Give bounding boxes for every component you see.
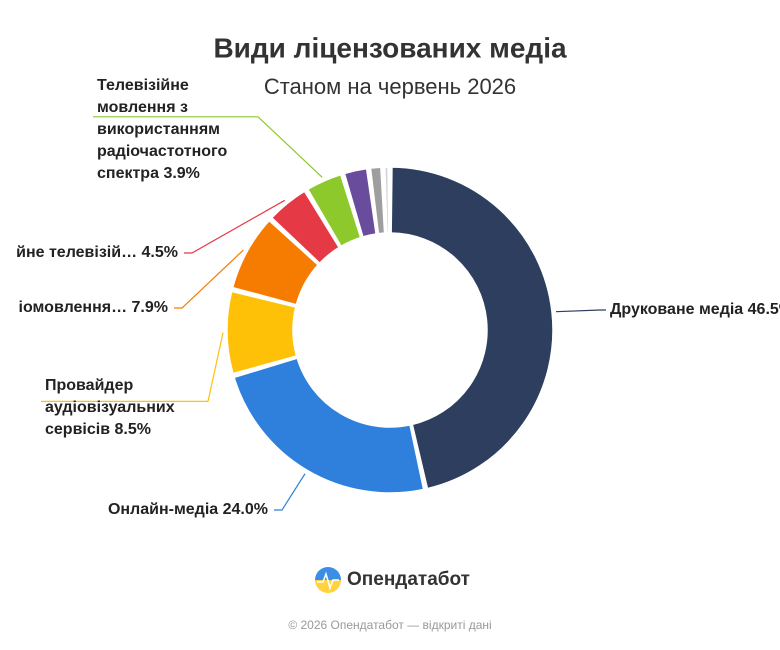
slice-label: йне телевізій… 4.5%: [16, 244, 178, 261]
label-line: Телевізійне: [97, 77, 189, 94]
footer: © 2026 Опендатабот — відкриті дані: [288, 618, 491, 632]
label-line: спектра: [97, 165, 159, 182]
label-line: Друковане медіа: [610, 301, 743, 318]
slice-label: іомовлення… 7.9%: [19, 299, 168, 316]
donut-slice: [306, 173, 362, 248]
donut-slice: [384, 166, 390, 234]
slice-label: Провайдер аудіовізуальних сервісів 8.5%: [45, 377, 175, 438]
donut-slice: [233, 357, 425, 494]
label-line: йне телевізій…: [16, 244, 137, 261]
connector-line: [174, 249, 244, 309]
connector-line: [184, 199, 286, 254]
connector-line: [41, 332, 224, 402]
label-line: радіочастотного: [97, 143, 227, 160]
label-line: аудіовізуальних: [45, 399, 175, 416]
label-line: Провайдер: [45, 377, 133, 394]
slice-label: Друковане медіа 46.5%: [610, 301, 780, 318]
value-label: 46.5%: [748, 301, 780, 318]
label-line: іомовлення…: [19, 299, 128, 316]
donut-slice: [369, 166, 386, 235]
label-line: мовлення з: [97, 99, 188, 116]
chart-subtitle: Станом на червень 2026: [264, 74, 516, 99]
value-label: 8.5%: [114, 421, 150, 438]
value-label: 4.5%: [142, 244, 178, 261]
chart-title: Види ліцензованих медіа: [213, 32, 567, 63]
value-label: 7.9%: [132, 299, 168, 316]
label-line: сервісів: [45, 421, 110, 438]
slice-label: Онлайн-медіа 24.0%: [108, 501, 268, 518]
donut-slice: [231, 219, 320, 306]
donut-slice: [270, 190, 341, 265]
connector-line: [274, 473, 306, 511]
value-label: 3.9%: [163, 165, 199, 182]
label-line: використанням: [97, 121, 220, 138]
connector-line: [555, 309, 606, 313]
value-label: 24.0%: [223, 501, 268, 518]
brand-logo-line: [317, 571, 339, 591]
connector-line: [93, 116, 323, 178]
label-line: Онлайн-медіа: [108, 501, 218, 518]
donut-slice: [390, 166, 554, 490]
donut-slice: [343, 167, 377, 238]
donut-slice: [226, 290, 298, 375]
brand-name: Опендатабот: [347, 569, 470, 590]
slice-label: Телевізійне мовлення з використанням радіоч…: [97, 77, 227, 182]
